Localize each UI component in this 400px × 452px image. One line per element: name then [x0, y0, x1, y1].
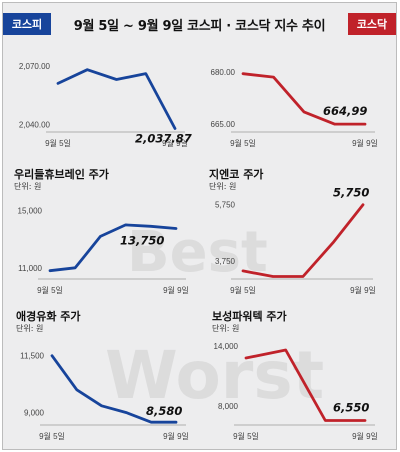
aekyung-last-value-label: 8,580 [146, 404, 182, 418]
aekyung-xtick-label: 9월 9일 [163, 431, 189, 441]
woorideul-unit: 단위: 원 [14, 181, 41, 191]
woorideul-ytick-label: 15,000 [18, 207, 43, 216]
genco-title: 지엔코 주가 [209, 167, 263, 181]
kosdaq-ytick-label: 665.00 [211, 120, 236, 129]
bosung-ytick-label: 14,000 [214, 342, 239, 351]
aekyung-series-line [50, 354, 178, 424]
bosung-unit: 단위: 원 [212, 323, 239, 333]
kospi-tag: 코스피 [3, 13, 51, 35]
kosdaq-xtick-label: 9월 5일 [230, 138, 256, 148]
genco-series-line [241, 203, 365, 278]
aekyung-ytick-label: 9,000 [24, 409, 45, 418]
genco-xtick-label: 9월 5일 [230, 285, 256, 295]
kospi-xtick-label: 9월 9일 [162, 138, 188, 148]
woorideul-last-value-label: 13,750 [120, 233, 164, 247]
aekyung-xtick-label: 9월 5일 [39, 431, 65, 441]
genco-ytick-label: 3,750 [215, 257, 236, 266]
kospi-xtick-label: 9월 5일 [45, 138, 71, 148]
header-bar: 코스피 9월 5일 ~ 9월 9일 코스피 · 코스닥 지수 추이 코스닥 [3, 3, 396, 47]
aekyung-unit: 단위: 원 [16, 323, 43, 333]
genco-xtick-label: 9월 9일 [350, 285, 376, 295]
genco-ytick-label: 5,750 [215, 201, 236, 210]
kosdaq-series-line [241, 72, 367, 126]
woorideul-title: 우리들휴브레인 주가 [14, 167, 109, 181]
bosung-xtick-label: 9월 9일 [352, 431, 378, 441]
aekyung-ytick-label: 11,500 [20, 352, 44, 361]
kospi-series-line [56, 68, 177, 130]
kospi-last-value-label: 2,037.87 [135, 131, 192, 145]
bosung-xtick-label: 9월 5일 [233, 431, 259, 441]
bosung-ytick-label: 8,000 [218, 402, 239, 411]
kosdaq-last-value-label: 664,99 [323, 104, 367, 118]
page-title: 9월 5일 ~ 9월 9일 코스피 · 코스닥 지수 추이 [73, 19, 326, 34]
bosung-title: 보성파워텍 주가 [212, 309, 287, 323]
genco-unit: 단위: 원 [209, 181, 236, 191]
genco-last-value-label: 5,750 [333, 186, 369, 200]
woorideul-xtick-label: 9월 5일 [37, 285, 63, 295]
woorideul-ytick-label: 11,000 [18, 264, 42, 273]
kosdaq-tag: 코스닥 [348, 13, 396, 35]
kosdaq-ytick-label: 680.00 [211, 68, 236, 77]
bosung-series-line [244, 348, 367, 422]
kospi-ytick-label: 2,040.00 [19, 120, 51, 129]
kosdaq-xtick-label: 9월 9일 [352, 138, 378, 148]
kospi-ytick-label: 2,070.00 [19, 62, 51, 71]
woorideul-xtick-label: 9월 9일 [163, 285, 189, 295]
aekyung-title: 애경유화 주가 [16, 309, 81, 323]
woorideul-series-line [48, 223, 178, 273]
bosung-last-value-label: 6,550 [333, 401, 369, 415]
